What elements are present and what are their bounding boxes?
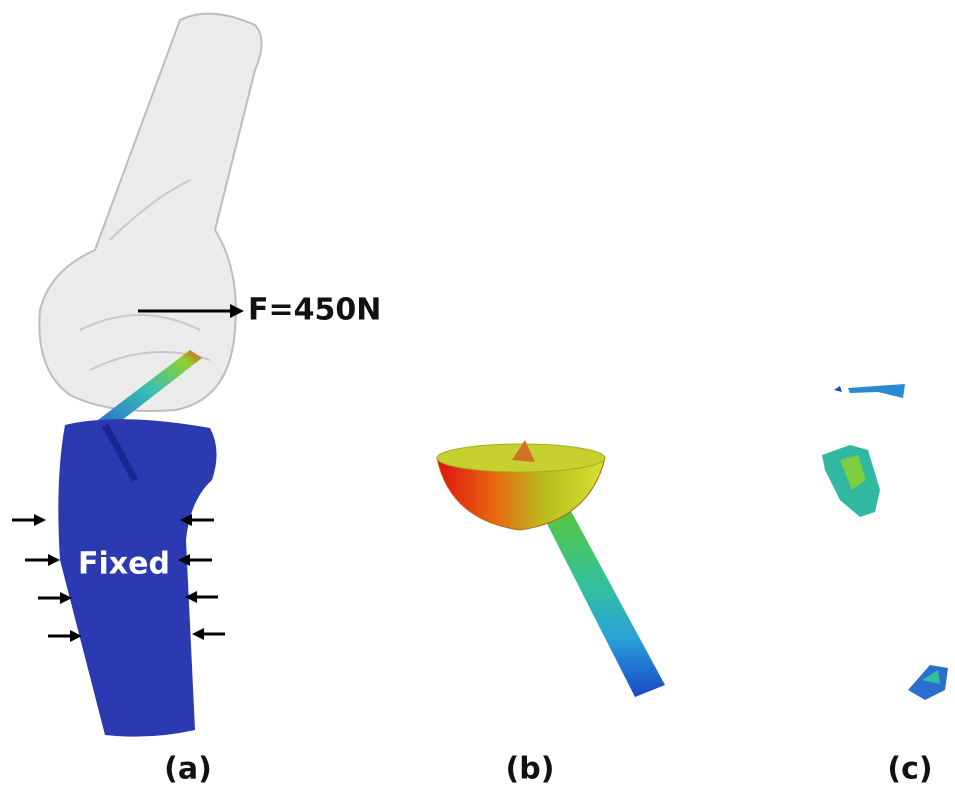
panel-label: (a) xyxy=(164,752,212,787)
implant-b xyxy=(437,440,665,697)
panel-label: (b) xyxy=(506,752,555,787)
force-label: F=450N xyxy=(248,293,381,328)
figure: F=450N Fixed (a) (b) (c) xyxy=(0,0,955,790)
panel-label: (c) xyxy=(887,752,932,787)
femur xyxy=(39,14,261,411)
contact-patches xyxy=(822,384,948,700)
fixed-label: Fixed xyxy=(78,547,170,582)
